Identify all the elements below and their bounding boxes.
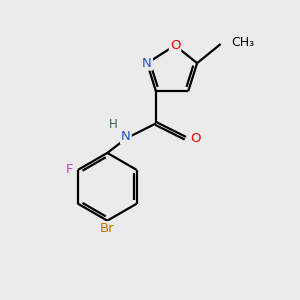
Text: N: N [142, 57, 152, 70]
Text: N: N [121, 130, 131, 143]
Text: O: O [170, 39, 180, 52]
Text: Br: Br [100, 222, 115, 235]
Text: CH₃: CH₃ [231, 36, 254, 49]
Text: H: H [109, 118, 118, 131]
Text: F: F [66, 164, 74, 176]
Text: O: O [190, 132, 200, 145]
